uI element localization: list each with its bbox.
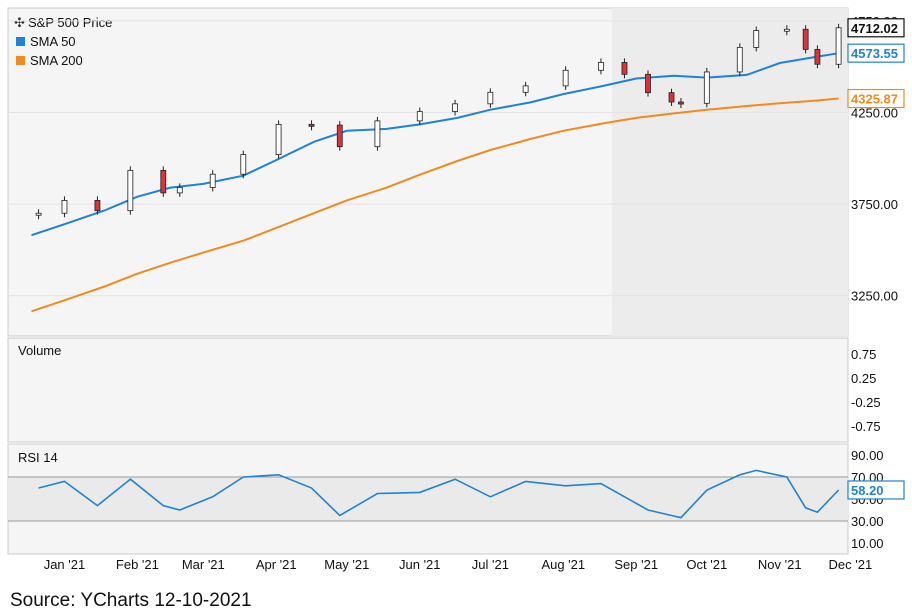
rsi-tick-label: 10.00 bbox=[851, 536, 884, 551]
price-tick-label: 3250.00 bbox=[851, 289, 898, 304]
price-candle bbox=[753, 30, 760, 48]
price-candle bbox=[621, 62, 628, 75]
last-sma200-value-box bbox=[847, 88, 905, 109]
legend-sma50-swatch bbox=[16, 37, 25, 46]
price-candle bbox=[94, 200, 101, 212]
price-candle bbox=[645, 73, 651, 94]
price-candle bbox=[127, 169, 134, 212]
volume-tick-label: 0.75 bbox=[851, 347, 876, 362]
x-tick-label: Dec '21 bbox=[829, 557, 873, 572]
legend-price-icon: ✣ bbox=[14, 15, 25, 30]
price-candle bbox=[783, 28, 790, 32]
last-value-badges: 4712.02 4573.55 4325.87 58.20 bbox=[847, 18, 905, 500]
x-tick-label: Oct '21 bbox=[686, 557, 727, 572]
stock-chart: ✣ S&P 500 Price SMA 50 SMA 200 Volume RS… bbox=[7, 7, 905, 572]
price-candle bbox=[487, 91, 494, 105]
x-tick-label: Sep '21 bbox=[614, 557, 658, 572]
sma200-line bbox=[31, 97, 839, 313]
legend-sma200-swatch bbox=[16, 56, 25, 65]
last-sma200-value: 4325.87 bbox=[851, 92, 898, 107]
price-candle bbox=[835, 27, 842, 65]
last-sma50-value-box bbox=[847, 43, 905, 63]
last-sma50-value: 4573.55 bbox=[851, 46, 898, 61]
x-tick-label: Feb '21 bbox=[116, 557, 159, 572]
last-price-value: 4712.02 bbox=[851, 21, 898, 36]
price-candle bbox=[736, 46, 743, 73]
price-candle bbox=[240, 154, 247, 175]
price-candle bbox=[668, 92, 675, 103]
price-candle bbox=[275, 123, 282, 155]
price-candle bbox=[416, 111, 423, 122]
x-tick-label: May '21 bbox=[324, 557, 369, 572]
last-rsi-value-box bbox=[847, 480, 905, 500]
legend-sma200-label: SMA 200 bbox=[30, 53, 83, 68]
price-candle bbox=[160, 169, 167, 194]
rsi-layer bbox=[38, 469, 840, 519]
price-tick-label: 4250.00 bbox=[851, 105, 898, 120]
rsi-tick-label: 30.00 bbox=[851, 514, 884, 529]
rsi-band bbox=[8, 477, 848, 521]
price-candle bbox=[374, 120, 381, 148]
candles-layer bbox=[35, 23, 842, 220]
rsi-line bbox=[38, 469, 840, 519]
legend-price-label: S&P 500 Price bbox=[28, 15, 112, 30]
volume-panel-label: Volume bbox=[18, 343, 61, 358]
source-caption: Source: YCharts 12-10-2021 bbox=[10, 590, 252, 611]
last-rsi-value: 58.20 bbox=[851, 483, 884, 498]
x-tick-label: Apr '21 bbox=[256, 557, 297, 572]
price-candle bbox=[308, 123, 315, 127]
volume-panel-bg bbox=[7, 337, 849, 443]
price-panel-recent-shade bbox=[612, 8, 848, 336]
price-candle bbox=[802, 28, 809, 50]
x-tick-label: Nov '21 bbox=[758, 557, 802, 572]
price-candle bbox=[703, 71, 710, 104]
price-candle bbox=[814, 49, 821, 65]
price-tick-label: 3750.00 bbox=[851, 197, 898, 212]
x-tick-label: Mar '21 bbox=[182, 557, 225, 572]
legend-sma50-label: SMA 50 bbox=[30, 34, 76, 49]
price-candle bbox=[598, 62, 604, 71]
x-tick-label: Jan '21 bbox=[44, 557, 86, 572]
volume-axis-ticks: 0.75 0.25 -0.25 -0.75 bbox=[851, 347, 881, 434]
x-tick-label: Jun '21 bbox=[399, 557, 441, 572]
volume-tick-label: 0.25 bbox=[851, 371, 876, 386]
last-price-value-box bbox=[847, 18, 905, 38]
volume-tick-label: -0.25 bbox=[851, 395, 881, 410]
rsi-tick-label: 90.00 bbox=[851, 448, 884, 463]
price-candle bbox=[176, 186, 183, 194]
rsi-panel-label: RSI 14 bbox=[18, 450, 58, 465]
price-candle bbox=[35, 212, 42, 216]
x-tick-label: Jul '21 bbox=[472, 557, 509, 572]
x-tick-label: Aug '21 bbox=[541, 557, 585, 572]
price-candle bbox=[336, 124, 343, 148]
legend: ✣ S&P 500 Price SMA 50 SMA 200 bbox=[14, 15, 112, 68]
price-candle bbox=[61, 200, 68, 214]
price-candle bbox=[562, 69, 569, 87]
x-axis-ticks: Jan '21 Feb '21 Mar '21 Apr '21 May '21 Jun '… bbox=[44, 557, 872, 572]
price-candle bbox=[209, 173, 216, 188]
price-candle bbox=[678, 101, 684, 105]
price-candle bbox=[522, 85, 529, 93]
volume-tick-label: -0.75 bbox=[851, 419, 881, 434]
price-candle bbox=[452, 103, 458, 112]
sma200-layer bbox=[31, 97, 839, 313]
